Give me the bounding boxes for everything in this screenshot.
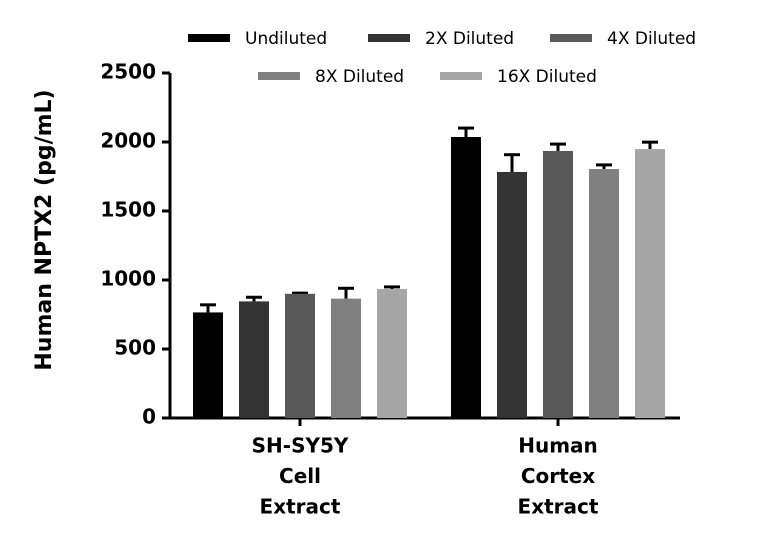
bar [589,169,619,418]
bar [635,149,665,418]
legend-label: 4X Diluted [607,29,696,49]
y-tick-label: 500 [114,336,156,360]
x-tick-label: Cortex [521,464,595,488]
bar [193,312,223,418]
x-tick-label: SH-SY5Y [252,434,349,458]
bar [497,171,527,418]
y-axis-label: Human NPTX2 (pg/mL) [32,89,57,370]
legend-label: 8X Diluted [315,67,404,87]
bar [543,150,573,418]
bar [239,301,269,418]
legend-swatch [188,34,230,42]
y-tick-label: 1500 [100,198,156,222]
y-tick-label: 2500 [100,60,156,84]
x-tick-label: Extract [518,495,599,519]
legend-swatch [258,72,300,80]
legend-label: 2X Diluted [425,29,514,49]
legend-swatch [368,34,410,42]
bar [451,137,481,419]
y-tick-label: 1000 [100,267,156,291]
bar [377,288,407,418]
y-tick-label: 0 [142,405,156,429]
bar [331,298,361,418]
legend-label: Undiluted [245,29,327,49]
legend-swatch [550,34,592,42]
legend-label: 16X Diluted [497,67,597,87]
y-tick-label: 2000 [100,129,156,153]
bar [285,293,315,418]
x-tick-label: Human [518,434,598,458]
x-tick-label: Cell [279,464,321,488]
legend-swatch [440,72,482,80]
x-tick-label: Extract [260,495,341,519]
